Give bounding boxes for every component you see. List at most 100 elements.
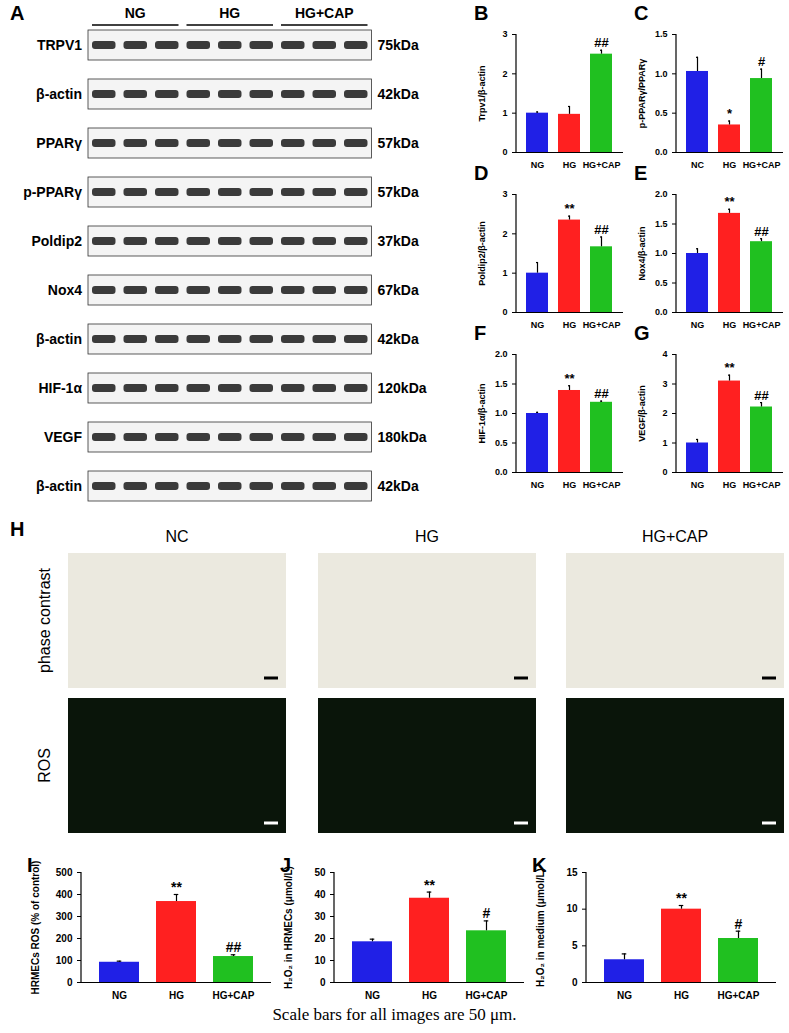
svg-text:1.0: 1.0	[655, 248, 668, 258]
svg-text:30: 30	[314, 911, 326, 922]
svg-text:3: 3	[662, 379, 667, 389]
svg-text:ROS: ROS	[36, 748, 53, 783]
svg-text:0.5: 0.5	[495, 438, 508, 448]
svg-text:NG: NG	[531, 480, 545, 490]
svg-text:NG: NG	[617, 990, 632, 1001]
svg-text:**: **	[676, 890, 687, 906]
svg-text:#: #	[483, 905, 491, 921]
svg-text:##: ##	[594, 386, 609, 401]
svg-text:HG+CAP: HG+CAP	[743, 160, 781, 170]
svg-text:NG: NG	[125, 5, 146, 21]
svg-text:**: **	[564, 201, 575, 216]
svg-text:20: 20	[314, 933, 326, 944]
svg-text:2.0: 2.0	[655, 189, 668, 199]
svg-text:NG: NG	[365, 990, 380, 1001]
svg-text:β-actin: β-actin	[36, 86, 82, 102]
svg-text:VEGF/β-actin: VEGF/β-actin	[637, 385, 647, 442]
svg-text:57kDa: 57kDa	[378, 135, 419, 151]
svg-text:Nox4: Nox4	[48, 282, 82, 298]
svg-text:NG: NG	[112, 990, 127, 1001]
svg-text:p-PPARγ: p-PPARγ	[23, 184, 82, 200]
svg-text:PPARγ: PPARγ	[36, 135, 82, 151]
svg-text:HG: HG	[723, 480, 737, 490]
svg-text:3: 3	[502, 29, 507, 39]
svg-text:1.0: 1.0	[495, 408, 508, 418]
svg-text:*: *	[727, 106, 733, 121]
svg-text:0.0: 0.0	[655, 147, 668, 157]
svg-text:phase contrast: phase contrast	[36, 567, 53, 673]
svg-text:1: 1	[502, 268, 507, 278]
svg-text:HG+CAP: HG+CAP	[583, 480, 621, 490]
svg-text:β-actin: β-actin	[36, 478, 82, 494]
svg-text:HG+CAP: HG+CAP	[743, 480, 781, 490]
svg-text:50: 50	[314, 867, 326, 878]
svg-text:HG+CAP: HG+CAP	[718, 990, 760, 1001]
svg-text:NG: NG	[691, 480, 705, 490]
svg-text:HIF-1α: HIF-1α	[38, 380, 82, 396]
svg-text:HG+CAP: HG+CAP	[466, 990, 508, 1001]
svg-text:Nox4/β-actin: Nox4/β-actin	[637, 226, 647, 280]
svg-text:##: ##	[594, 222, 609, 237]
svg-text:0: 0	[662, 467, 667, 477]
svg-text:**: **	[564, 371, 575, 386]
svg-text:HG+CAP: HG+CAP	[213, 990, 255, 1001]
svg-text:##: ##	[754, 224, 769, 239]
svg-text:HG: HG	[674, 990, 689, 1001]
svg-text:0.5: 0.5	[655, 108, 668, 118]
svg-text:NG: NG	[531, 160, 545, 170]
svg-text:4: 4	[662, 349, 667, 359]
svg-text:**: **	[171, 879, 182, 895]
svg-text:p-PPARγ/PPARγ: p-PPARγ/PPARγ	[637, 59, 647, 129]
svg-text:3: 3	[502, 189, 507, 199]
svg-text:57kDa: 57kDa	[378, 184, 419, 200]
svg-text:β-actin: β-actin	[36, 331, 82, 347]
svg-text:VEGF: VEGF	[44, 429, 83, 445]
svg-text:180kDa: 180kDa	[378, 429, 427, 445]
svg-text:40: 40	[314, 889, 326, 900]
svg-text:HG: HG	[723, 160, 737, 170]
svg-text:HG: HG	[723, 320, 737, 330]
svg-text:HG+CAP: HG+CAP	[583, 160, 621, 170]
svg-text:400: 400	[56, 889, 73, 900]
svg-text:42kDa: 42kDa	[378, 86, 419, 102]
svg-text:42kDa: 42kDa	[378, 331, 419, 347]
svg-text:#: #	[758, 54, 766, 69]
svg-text:HG: HG	[219, 5, 240, 21]
svg-text:67kDa: 67kDa	[378, 282, 419, 298]
svg-text:0: 0	[572, 977, 578, 988]
svg-text:##: ##	[226, 939, 242, 955]
svg-text:HG: HG	[563, 480, 577, 490]
svg-text:10: 10	[566, 903, 578, 914]
svg-text:Trpv1/β-actin: Trpv1/β-actin	[477, 65, 487, 121]
svg-text:HRMECs ROS (% of control): HRMECs ROS (% of control)	[30, 861, 41, 995]
svg-text:H₂O₂ in medium (μmol/L): H₂O₂ in medium (μmol/L)	[535, 868, 546, 987]
svg-text:2: 2	[502, 69, 507, 79]
svg-text:Poldip2: Poldip2	[31, 233, 82, 249]
svg-text:500: 500	[56, 867, 73, 878]
svg-text:HG: HG	[563, 320, 577, 330]
svg-text:0: 0	[502, 307, 507, 317]
svg-text:0.0: 0.0	[495, 467, 508, 477]
svg-text:0: 0	[67, 977, 73, 988]
svg-text:##: ##	[754, 388, 769, 403]
svg-text:1: 1	[502, 108, 507, 118]
svg-text:5: 5	[572, 940, 578, 951]
svg-text:2: 2	[662, 408, 667, 418]
svg-text:#: #	[735, 916, 743, 932]
svg-text:0: 0	[502, 147, 507, 157]
svg-text:HG+CAP: HG+CAP	[295, 5, 354, 21]
svg-text:Poldip2/β-actin: Poldip2/β-actin	[477, 221, 487, 286]
svg-text:NG: NG	[691, 320, 705, 330]
svg-text:**: **	[424, 877, 435, 893]
svg-text:15: 15	[566, 867, 578, 878]
svg-text:120kDa: 120kDa	[378, 380, 427, 396]
svg-text:0.0: 0.0	[655, 307, 668, 317]
svg-text:37kDa: 37kDa	[378, 233, 419, 249]
svg-text:**: **	[724, 194, 735, 209]
svg-text:HG: HG	[563, 160, 577, 170]
svg-text:TRPV1: TRPV1	[37, 37, 82, 53]
svg-text:NC: NC	[691, 160, 704, 170]
svg-text:75kDa: 75kDa	[378, 37, 419, 53]
svg-text:HG+CAP: HG+CAP	[583, 320, 621, 330]
svg-text:10: 10	[314, 955, 326, 966]
